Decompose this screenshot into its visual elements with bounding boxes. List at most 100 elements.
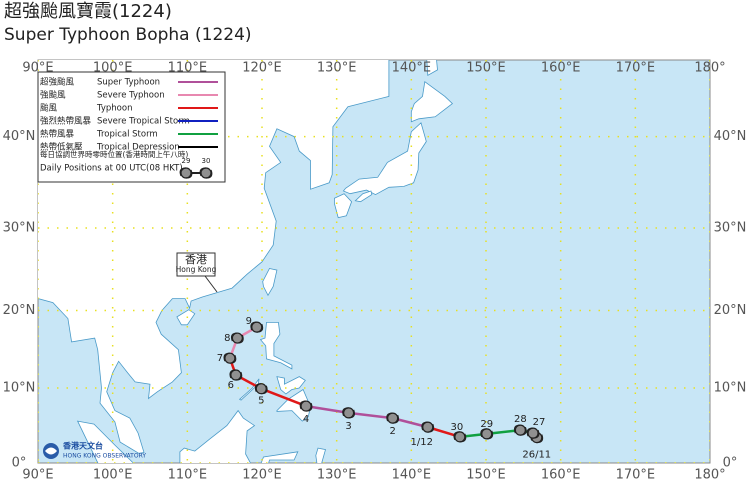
legend-box	[37, 71, 226, 183]
lon-label-bottom: 140°E	[392, 468, 432, 483]
track-segment	[305, 404, 349, 415]
legend-en: Severe Tropical Storm	[97, 117, 190, 127]
track-position	[514, 424, 526, 436]
landmass	[259, 322, 293, 370]
lat-label-left: 30°N	[3, 221, 36, 236]
legend-daily-en: Daily Positions at 00 UTC(08 HKT)	[40, 164, 183, 174]
lon-label-bottom: 130°E	[317, 468, 357, 483]
legend-storm-symbol	[180, 167, 192, 179]
legend-daily-sample: 30	[202, 157, 211, 165]
landmass	[410, 80, 454, 123]
track-position	[387, 412, 399, 424]
landmass	[354, 190, 373, 203]
landmass	[426, 60, 438, 76]
track-label: 9	[246, 316, 252, 327]
storm-arms	[480, 428, 494, 440]
lat-label-right: 20°N	[714, 303, 747, 318]
logo: 香港天文台 HONG KONG OBSERVATORY	[43, 441, 146, 460]
track-segment	[348, 411, 393, 420]
storm-arms	[250, 321, 264, 333]
landmass	[76, 420, 134, 463]
lon-label-bottom: 150°E	[466, 468, 506, 483]
lon-label-bottom: 170°E	[616, 468, 656, 483]
lon-label-top: 150°E	[466, 61, 506, 76]
storm-arms	[254, 383, 268, 395]
legend-en: Super Typhoon	[97, 78, 160, 88]
lon-label-bottom: 160°E	[541, 468, 581, 483]
logo-mark	[45, 447, 57, 455]
hong-kong-label: 香港 Hong Kong	[176, 252, 218, 293]
lat-label-right: 0°	[723, 456, 738, 471]
storm-arms	[386, 412, 400, 424]
track-label: 27	[533, 417, 546, 428]
track-position	[251, 321, 263, 333]
lat-label-right: 30°N	[714, 221, 747, 236]
lon-label-top: 120°E	[242, 61, 282, 76]
legend-zh: 強烈熱帶風暴	[40, 116, 92, 127]
storm-arms	[199, 167, 213, 179]
logo-zh: 香港天文台	[62, 441, 103, 451]
track-position	[422, 421, 434, 433]
track-position	[231, 332, 243, 344]
storm-arms	[342, 407, 356, 419]
lon-label-bottom: 120°E	[242, 468, 282, 483]
track-position	[527, 427, 539, 439]
legend-zh: 超強颱風	[40, 77, 75, 88]
track-label: 8	[224, 333, 230, 344]
landmass	[342, 122, 427, 196]
title-en: Super Typhoon Bopha (1224)	[4, 25, 252, 45]
track-label: 5	[258, 396, 264, 407]
legend: 超強颱風 Super Typhoon 強颱風 Severe Typhoon 颱風 Typh…	[37, 71, 226, 183]
legend-zh: 熱帶低氣壓	[40, 142, 83, 153]
landmass	[179, 409, 256, 463]
storm-arms	[299, 400, 313, 412]
legend-en: Severe Typhoon	[97, 91, 165, 101]
storm-arms	[229, 369, 243, 381]
lat-label-left: 0°	[12, 456, 27, 471]
storm-arms	[513, 424, 527, 436]
track-segment	[260, 387, 307, 408]
legend-zh: 強颱風	[40, 90, 66, 101]
track-position	[230, 369, 242, 381]
legend-daily-zh: 每日協調世界時零時位置(香港時間上午八時)	[40, 149, 188, 159]
legend-en: Tropical Depression	[96, 143, 180, 153]
track-label: 29	[480, 419, 493, 430]
landmass	[260, 451, 299, 463]
lat-label-left: 10°N	[3, 380, 36, 395]
lon-label-top: 170°E	[616, 61, 656, 76]
storm-arms	[230, 332, 244, 344]
track-position	[255, 383, 267, 395]
legend-zh: 熱帶風暴	[40, 129, 75, 140]
legend-daily-sample: 29	[182, 157, 191, 165]
lon-label-top: 180°	[694, 61, 725, 76]
landmass	[315, 447, 327, 463]
track-label: 2	[389, 426, 395, 437]
landmass	[334, 193, 353, 219]
track-position	[481, 428, 493, 440]
track-label: 3	[345, 421, 351, 432]
track-label: 28	[514, 414, 527, 425]
storm-arms	[526, 427, 540, 439]
lon-label-bottom: 90°E	[22, 468, 53, 483]
hk-zh: 香港	[185, 253, 207, 266]
track-label: 6	[228, 380, 234, 391]
storm-arms	[453, 431, 467, 443]
lon-label-bottom: 110°E	[168, 468, 208, 483]
legend-storm-symbol	[200, 167, 212, 179]
track-label: 4	[303, 414, 309, 425]
logo-en: HONG KONG OBSERVATORY	[63, 453, 146, 460]
legend-en: Typhoon	[96, 104, 132, 114]
track-label: 7	[217, 353, 223, 364]
title-zh: 超強颱風寶霞(1224)	[4, 1, 172, 22]
track-position	[300, 400, 312, 412]
lon-label-bottom: 100°E	[93, 468, 133, 483]
hk-pointer	[204, 275, 218, 293]
legend-zh: 颱風	[40, 104, 58, 114]
ticks: 90°E90°E100°E100°E110°E110°E120°E120°E13…	[3, 61, 747, 483]
storm-arms	[179, 167, 193, 179]
track: 26/11 27 28 29 30 1/12 2 3 4 5 6 78 9	[217, 316, 551, 460]
track-label: 1/12	[411, 437, 433, 448]
landmass	[176, 309, 196, 326]
track-position	[224, 352, 236, 364]
